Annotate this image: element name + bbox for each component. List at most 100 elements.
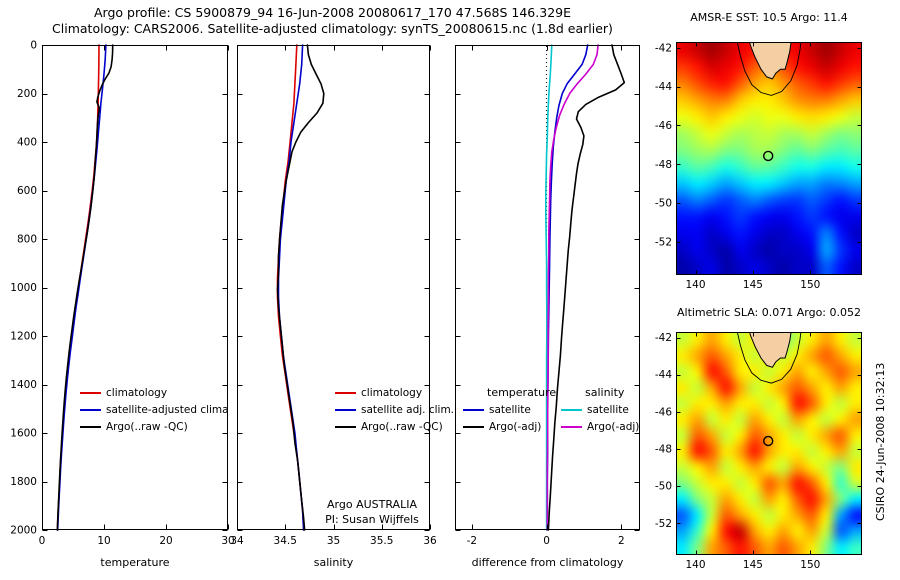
legend-item: satellite: [561, 401, 653, 418]
lat-tick-label: -46: [655, 120, 672, 132]
salinity-profile-panel: 34 34.5 35 35.5 36: [230, 44, 437, 547]
legend-item: Argo(..raw -QC): [335, 418, 454, 435]
depth-tick-label: 600: [17, 185, 37, 197]
x-tick-label: 0: [39, 535, 46, 547]
xlabel-temperature: temperature: [100, 556, 170, 569]
depth-tick-label: 2000: [10, 525, 37, 537]
legend-line-satellite-adj-clim: [335, 408, 356, 411]
legend-label: satellite-adjusted climatology: [106, 403, 228, 416]
temperature-legend: climatology satellite-adjusted climatolo…: [80, 384, 228, 435]
sla-heatmap-canvas: [676, 332, 862, 555]
lat-tick-label: -50: [655, 481, 672, 493]
lon-tick-label: 140: [685, 559, 705, 571]
temperature-profile-panel: 0 10 20 30 0 200 400 600 800 1000 1200 1400 1600 1800…: [10, 40, 234, 548]
lat-tick-label: -52: [655, 236, 672, 248]
tasmania-landmass: [748, 332, 792, 368]
legend-label: Argo(-adj): [587, 420, 640, 433]
map-frame: [676, 332, 862, 555]
sla-map-title: Altimetric SLA: 0.071 Argo: 0.052: [676, 306, 861, 319]
x-tick-label: 20: [159, 535, 172, 547]
xlabel-salinity: salinity: [313, 556, 354, 569]
legend-line-sal-satellite: [561, 408, 582, 411]
legend-item: climatology: [335, 384, 454, 401]
x-tick-label: 34: [230, 535, 244, 547]
lon-tick-label: 140: [685, 279, 705, 291]
legend-header-temperature: temperature: [487, 386, 557, 399]
legend-line-satellite-adjusted: [80, 408, 101, 411]
line-salinity-profile-climatology: [276, 44, 305, 531]
line-salinity-profile-argo---raw--qc-: [276, 44, 325, 531]
depth-tick-label: 1600: [10, 428, 37, 440]
legend-item: climatology: [80, 384, 228, 401]
figure-title-line1: Argo profile: CS 5900879_94 16-Jun-2008 …: [93, 5, 571, 20]
x-tick-label: -2: [467, 535, 477, 547]
lat-tick-label: -42: [655, 332, 672, 344]
lon-tick-label: 145: [743, 559, 763, 571]
line-difference-profile-satellite: [546, 44, 589, 531]
depth-tick-label: 400: [17, 137, 37, 149]
altimetric-sla-map-panel: 140 145 150 -42 -44 -46 -48 -50 -52: [655, 332, 862, 571]
legend-item: satellite-adjusted climatology: [80, 401, 228, 418]
line-difference-profile-argo--adj-: [546, 44, 599, 531]
legend-item: Argo(-adj): [463, 418, 555, 435]
lon-tick-label: 145: [743, 279, 763, 291]
legend-item: Argo(..raw -QC): [80, 418, 228, 435]
figure-title-line2: Climatology: CARS2006. Satellite-adjuste…: [52, 21, 613, 36]
legend-item: Argo(-adj): [561, 418, 653, 435]
legend-item: satellite adj. clim.: [335, 401, 454, 418]
line-temperature-profile-argo---raw--qc-: [56, 44, 114, 531]
depth-tick-label: 1800: [10, 476, 37, 488]
lat-tick-label: -42: [655, 42, 672, 54]
depth-tick-label: 1000: [10, 282, 37, 294]
x-tick-label: 2: [618, 535, 625, 547]
pi-annotation: PI: Susan Wijffels: [325, 513, 419, 526]
amsre-sst-map-panel: 140 145 150 -42 -44 -46 -48 -50 -52: [655, 42, 862, 291]
lat-tick-label: -46: [655, 406, 672, 418]
x-tick-label: 10: [97, 535, 110, 547]
legend-label: Argo(-adj): [489, 420, 542, 433]
legend-label: climatology: [106, 386, 168, 399]
argo-float-marker: [763, 150, 774, 162]
legend-line-sal-argo-adj: [561, 425, 582, 428]
legend-line-argo: [335, 425, 356, 428]
legend-line-temp-argo-adj: [463, 425, 484, 428]
legend-item: satellite: [463, 401, 555, 418]
depth-tick-label: 200: [17, 88, 37, 100]
depth-tick-label: 1200: [10, 331, 37, 343]
program-annotation: Argo AUSTRALIA: [327, 498, 417, 511]
lon-tick-label: 150: [800, 559, 820, 571]
difference-legend: temperature satellite Argo(-adj) salinit…: [463, 384, 653, 435]
x-tick-label: 35.5: [370, 535, 393, 547]
line-difference-profile-argo--adj-: [547, 44, 626, 531]
offshore-contour: [736, 332, 802, 384]
depth-tick-label: 800: [17, 234, 37, 246]
legend-label: satellite: [489, 403, 531, 416]
x-tick-label: 0: [543, 535, 550, 547]
x-tick-label: 34.5: [274, 535, 297, 547]
salinity-legend: climatology satellite adj. clim. Argo(..…: [335, 384, 454, 435]
legend-line-argo: [80, 425, 101, 428]
tasmania-landmass: [748, 42, 792, 80]
sst-map-title: AMSR-E SST: 10.5 Argo: 11.4: [690, 11, 848, 24]
difference-legend-temperature-column: temperature satellite Argo(-adj): [463, 384, 557, 435]
lat-tick-label: -48: [655, 159, 672, 171]
legend-label: Argo(..raw -QC): [106, 420, 188, 433]
x-tick-label: 36: [423, 535, 437, 547]
depth-tick-label: 0: [30, 40, 37, 52]
offshore-contour: [736, 42, 802, 96]
line-salinity-profile-satellite-adj--clim-: [277, 44, 305, 531]
legend-label: satellite: [587, 403, 629, 416]
map-frame: [676, 42, 862, 275]
depth-tick-label: 1400: [10, 379, 37, 391]
legend-line-climatology: [80, 391, 101, 394]
line-difference-profile-satellite: [544, 44, 553, 531]
x-tick-label: 35: [327, 535, 340, 547]
panel-frame: [42, 45, 228, 530]
difference-profile-panel: -2 0 2: [455, 44, 640, 547]
lon-tick-label: 150: [800, 279, 820, 291]
lat-tick-label: -52: [655, 518, 672, 530]
legend-label: satellite adj. clim.: [361, 403, 455, 416]
legend-header-salinity: salinity: [585, 386, 625, 399]
